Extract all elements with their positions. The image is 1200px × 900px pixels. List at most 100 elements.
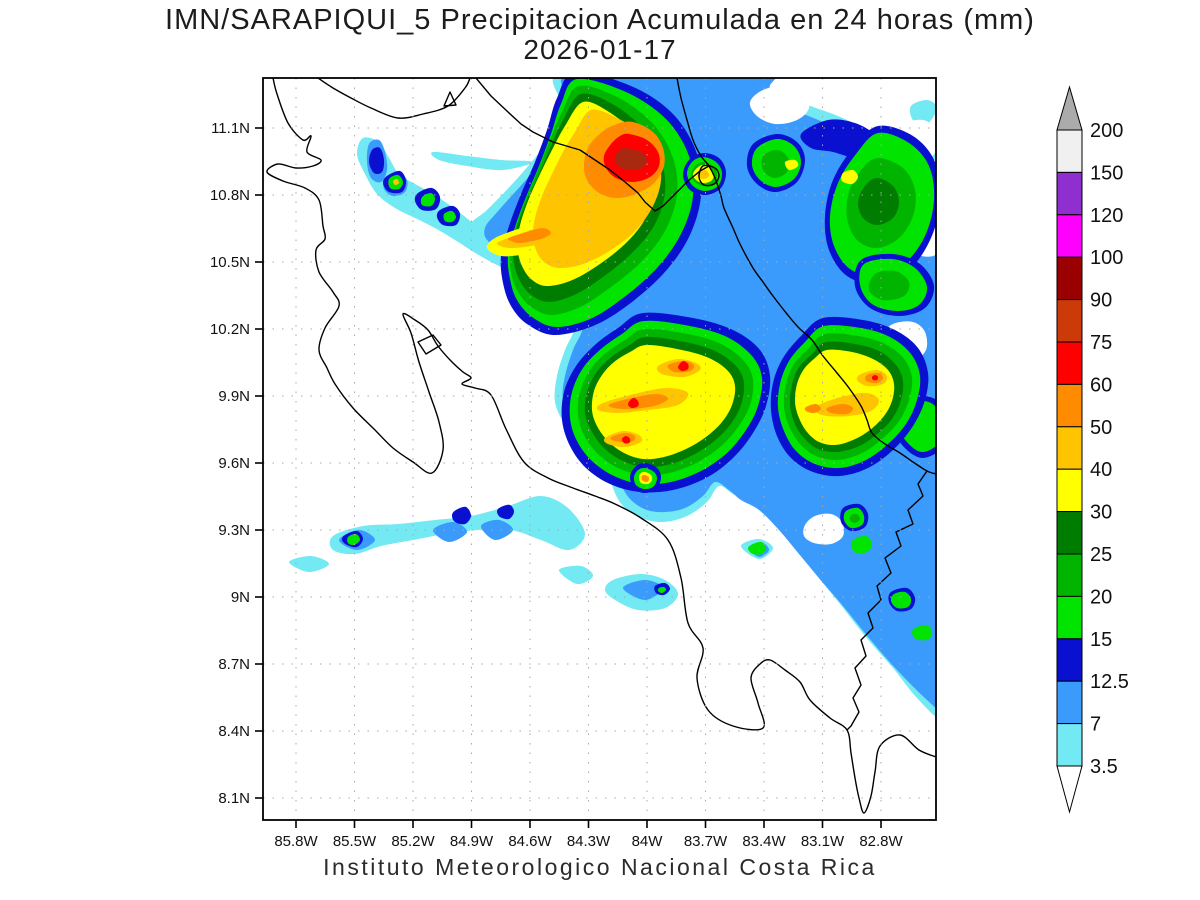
contour-fill [608,393,669,410]
contour-fill [826,404,854,415]
contour-fill [909,99,936,125]
lon-tick-label: 84W [632,833,664,850]
lat-tick-label: 11.1N [211,120,250,137]
colorbar-segment [1056,426,1083,470]
coastline-path [846,470,928,731]
lat-tick-label: 10.5N [210,254,250,271]
contour-fill [623,580,663,600]
contour-fill [368,147,385,175]
gridlines [263,78,936,820]
lat-tick-label: 10.8N [210,187,250,204]
colorbar-segment [1056,299,1083,343]
lon-tick-label: 82.8W [859,833,903,850]
contour-fill [641,474,650,483]
lat-tick-label: 10.2N [210,321,250,338]
colorbar-segment [1056,129,1083,173]
chart-title: IMN/SARAPIQUI_5 Precipitacion Acumulada … [165,4,1035,36]
contour-fill [347,533,361,546]
contour-fill [432,521,468,543]
contour-fill [677,360,689,372]
colorbar-segment [1056,553,1083,597]
lat-tick-label: 8.4N [218,723,250,740]
contour-fill [496,504,515,520]
contour-fill [392,178,400,186]
lat-tick-label: 9.3N [218,522,250,539]
coastline-path [317,78,471,119]
contour-fill [507,227,552,244]
coastline-path [417,334,442,355]
contour-fill [451,506,472,525]
contour-fill [288,555,330,573]
lat-tick-label: 8.1N [218,790,250,807]
colorbar-segment [1056,171,1083,216]
colorbar-tick-label: 60 [1090,374,1112,396]
contour-fill [911,624,932,641]
contour-fill [621,436,631,444]
lon-tick-label: 85.8W [274,833,318,850]
colorbar-tick-label: 100 [1090,247,1123,269]
colorbar-tick-label: 120 [1090,205,1123,227]
contour-fill [868,270,910,301]
colorbar: 3.5 7 12.5 15 20 25 30 40 50 60 75 90 100 120 150 200 [1056,85,1129,814]
lat-tick-label: 9N [231,589,250,606]
colorbar-segment [1056,468,1083,513]
contour-fill [849,513,861,524]
contour-fill [841,169,859,185]
contour-fill [657,586,667,594]
contour-fill [890,591,912,609]
lat-tick-label: 9.6N [218,455,250,472]
coastline-path [676,78,936,475]
coastline-path [475,78,710,212]
contour-fill [784,159,799,171]
colorbar-tick-label: 3.5 [1090,756,1118,778]
colorbar-segment [1056,511,1083,555]
colorbar-segment [1056,638,1083,682]
coastline-path [266,78,936,814]
colorbar-tick-label: 25 [1090,544,1112,566]
contour-fill [480,519,514,541]
map-plot-area: 85.8W 85.5W 85.2W 84.9W 84.6W 84.3W 84W 83.7W 83… [210,77,937,850]
lon-tick-label: 85.5W [333,833,377,850]
contour-fill [747,541,767,555]
lat-tick-label: 9.9N [218,388,250,405]
colorbar-segment [1056,256,1083,301]
contour-fill [443,210,456,223]
colorbar-tick-label: 150 [1090,162,1123,184]
contour-fill [431,151,534,171]
contour-fill [627,397,639,409]
contour-fill [749,85,810,125]
lon-tick-label: 83.4W [742,833,786,850]
colorbar-tick-label: 7 [1090,714,1101,736]
colorbar-tick-label: 75 [1090,332,1112,354]
contour-fill [356,137,528,275]
axis-ticks: 85.8W 85.5W 85.2W 84.9W 84.6W 84.3W 84W 83.7W 83… [210,120,904,850]
contour-fill [558,565,594,585]
colorbar-segment [1056,341,1083,385]
colorbar-segment [1056,214,1083,258]
contour-fill [857,178,899,225]
colorbar-segment [1056,680,1083,725]
colorbar-segment [1056,383,1083,428]
contour-fill [761,149,790,179]
chart-date: 2026-01-17 [523,34,677,65]
colorbar-tick-label: 15 [1090,629,1112,651]
colorbar-tick-label: 20 [1090,586,1112,608]
contour-fill [420,192,435,207]
coastline-borders [266,78,936,814]
colorbar-tick-label: 40 [1090,459,1112,481]
colorbar-tick-label: 50 [1090,417,1112,439]
colorbar-tick-label: 12.5 [1090,671,1129,693]
lon-tick-label: 84.6W [508,833,552,850]
contour-fill [804,403,822,414]
contour-fill [803,513,845,545]
map-frame [262,77,937,821]
lon-tick-label: 83.1W [801,833,845,850]
lon-tick-label: 84.9W [450,833,494,850]
coastline-path [443,91,457,107]
lat-tick-label: 8.7N [218,656,250,673]
lon-tick-label: 83.7W [684,833,728,850]
contour-fill [850,535,873,554]
colorbar-segment [1056,595,1083,640]
